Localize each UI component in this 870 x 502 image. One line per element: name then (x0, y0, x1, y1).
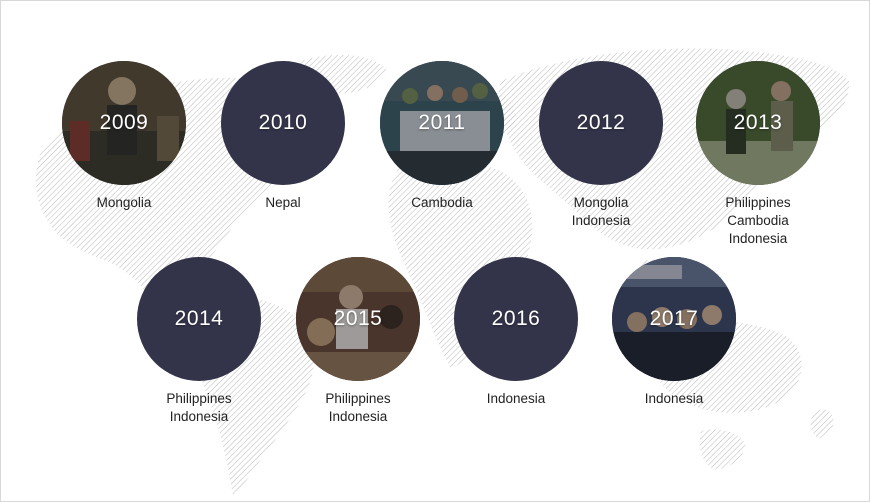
photo-overlay (62, 61, 186, 185)
year-label: 2012 (576, 111, 626, 134)
country-name: Indonesia (486, 391, 546, 406)
country-name: Cambodia (411, 195, 473, 210)
year-label: 2010 (258, 111, 308, 134)
photo-thumbnail (612, 257, 736, 381)
timeline-item-2016[interactable]: 2016 Indonesia (436, 257, 596, 408)
southern-tip-shape (699, 429, 746, 470)
country-name: Cambodia (727, 213, 789, 228)
country-name: Nepal (265, 195, 301, 210)
year-circle: 2014 (137, 257, 261, 381)
timeline-item-2010[interactable]: 2010 Nepal (203, 61, 363, 212)
year-circle: 2012 (539, 61, 663, 185)
year-label: 2015 (333, 307, 383, 330)
timeline-item-2015[interactable]: 2015 Philippines Indonesia (278, 257, 438, 426)
year-label: 2014 (174, 307, 224, 330)
timeline-item-2017[interactable]: 2017 Indonesia (594, 257, 754, 408)
photo-thumbnail (696, 61, 820, 185)
country-list: Indonesia (594, 390, 754, 408)
country-name: Indonesia (571, 213, 631, 228)
year-label: 2009 (99, 111, 149, 134)
timeline-item-2013[interactable]: 2013 Philippines Cambodia Indonesia (678, 61, 838, 248)
photo-thumbnail (380, 61, 504, 185)
photo-thumbnail (296, 257, 420, 381)
photo-overlay (296, 257, 420, 381)
country-list: Nepal (203, 194, 363, 212)
country-list: Philippines Indonesia (278, 390, 438, 426)
country-list: Indonesia (436, 390, 596, 408)
photo-overlay (612, 257, 736, 381)
country-list: Cambodia (362, 194, 522, 212)
year-circle: 2010 (221, 61, 345, 185)
year-circle: 2013 (696, 61, 820, 185)
country-name: Mongolia (96, 195, 152, 210)
timeline-item-2011[interactable]: 2011 Cambodia (362, 61, 522, 212)
year-circle: 2009 (62, 61, 186, 185)
timeline-item-2012[interactable]: 2012 Mongolia Indonesia (521, 61, 681, 230)
country-name: Philippines (325, 391, 391, 406)
year-circle: 2016 (454, 257, 578, 381)
year-label: 2011 (418, 111, 466, 134)
year-circle: 2011 (380, 61, 504, 185)
country-name: Indonesia (328, 409, 388, 424)
country-name: Philippines (166, 391, 232, 406)
year-label: 2016 (491, 307, 541, 330)
photo-overlay (696, 61, 820, 185)
country-name: Indonesia (169, 409, 229, 424)
country-list: Mongolia (44, 194, 204, 212)
country-name: Mongolia (573, 195, 629, 210)
new-zealand-shape (810, 409, 834, 439)
year-label: 2013 (733, 111, 783, 134)
year-circle: 2017 (612, 257, 736, 381)
year-label: 2017 (649, 307, 699, 330)
country-name: Indonesia (644, 391, 704, 406)
country-name: Philippines (725, 195, 791, 210)
timeline-item-2014[interactable]: 2014 Philippines Indonesia (119, 257, 279, 426)
country-list: Philippines Indonesia (119, 390, 279, 426)
country-list: Philippines Cambodia Indonesia (678, 194, 838, 248)
photo-overlay (380, 61, 504, 185)
country-list: Mongolia Indonesia (521, 194, 681, 230)
year-circle: 2015 (296, 257, 420, 381)
photo-thumbnail (62, 61, 186, 185)
country-name: Indonesia (728, 231, 788, 246)
timeline-item-2009[interactable]: 2009 Mongolia (44, 61, 204, 212)
